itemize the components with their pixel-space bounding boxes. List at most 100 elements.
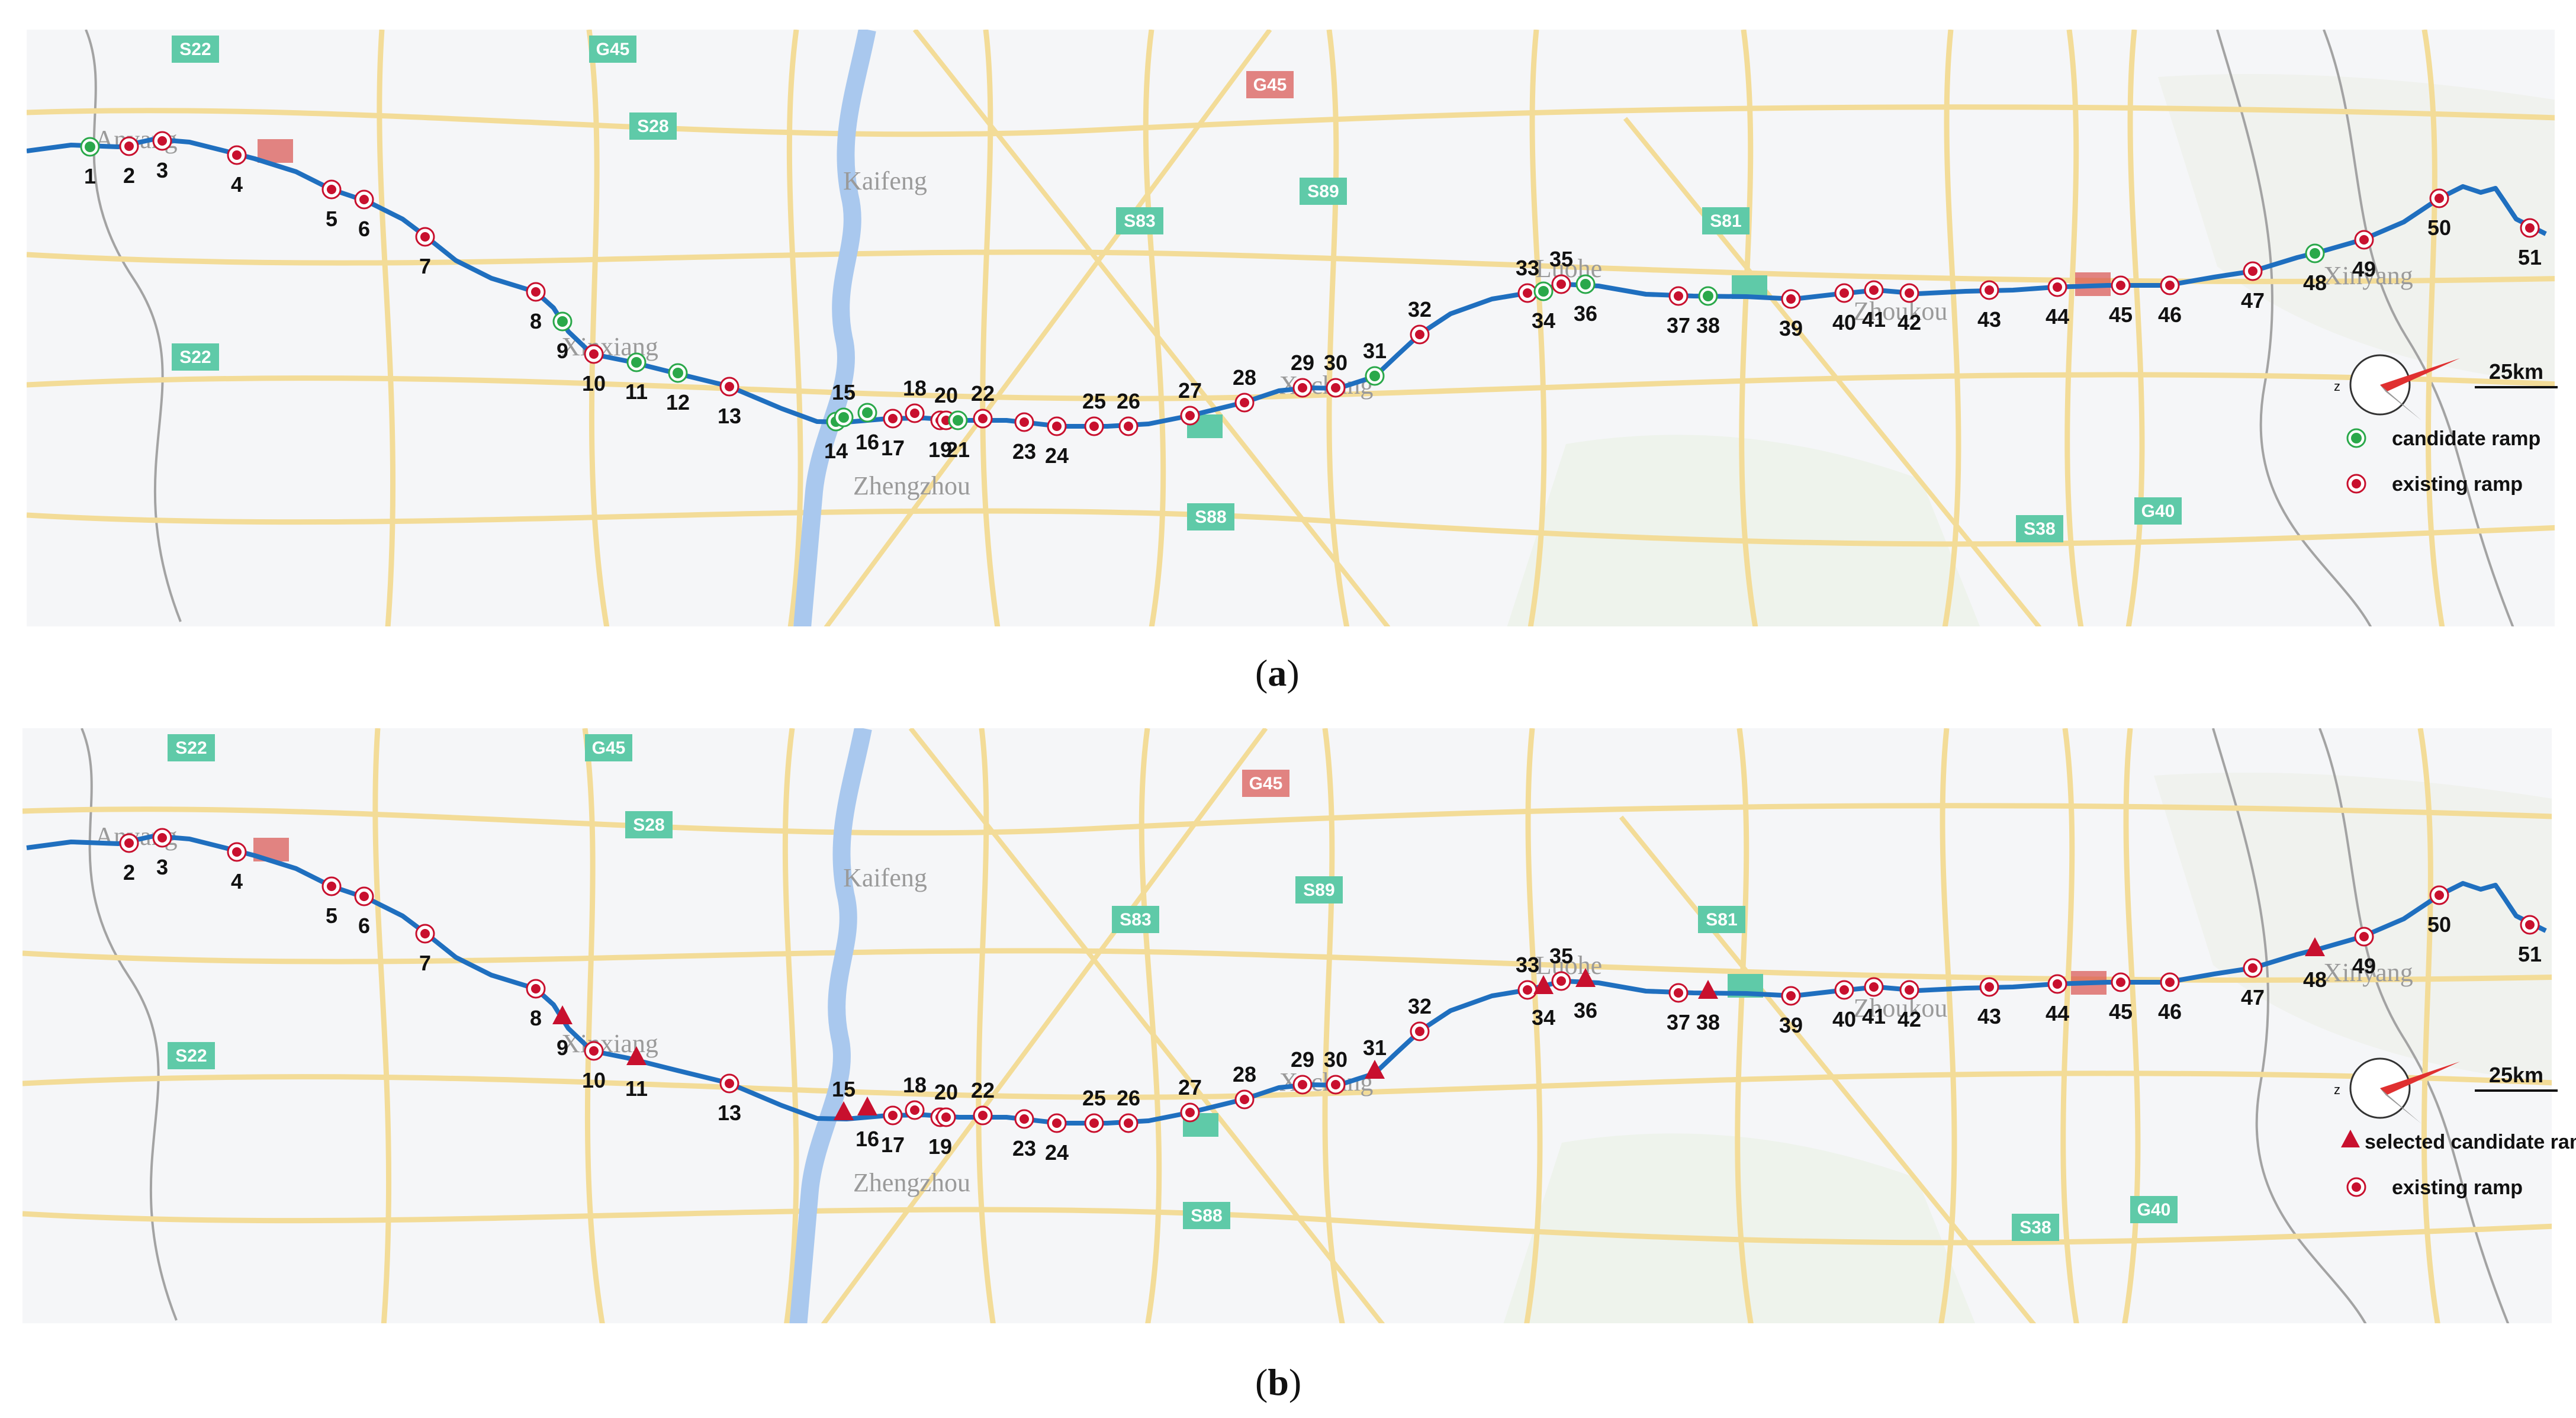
ramp-number-label: 47 bbox=[2241, 288, 2265, 313]
existing-ramp-dot bbox=[2116, 978, 2125, 987]
existing-ramp-dot bbox=[1985, 982, 1994, 992]
ramp-number-label: 3 bbox=[156, 855, 168, 879]
ramp-existing-37: 37 bbox=[1667, 286, 1690, 337]
ramp-existing-28: 28 bbox=[1233, 365, 1256, 413]
city-label: Zhengzhou bbox=[853, 471, 970, 500]
ramp-number-label: 46 bbox=[2158, 303, 2182, 327]
candidate-ramp-dot bbox=[631, 357, 642, 368]
ramp-existing-30: 30 bbox=[1324, 1047, 1348, 1095]
candidate-ramp-dot bbox=[953, 415, 963, 426]
existing-ramp-dot bbox=[2165, 978, 2175, 987]
panel-a-caption-letter: a bbox=[1268, 652, 1287, 694]
existing-ramp-dot bbox=[941, 1112, 951, 1122]
ramp-number-label: 5 bbox=[326, 207, 337, 231]
existing-ramp-dot bbox=[910, 1105, 919, 1115]
ramp-existing-42: 42 bbox=[1898, 283, 1921, 335]
ramp-number-label: 35 bbox=[1549, 944, 1573, 968]
ramp-existing-26: 26 bbox=[1117, 1086, 1140, 1133]
existing-ramp-dot bbox=[1523, 288, 1532, 298]
ramp-existing-32: 32 bbox=[1408, 994, 1432, 1041]
ramp-number-label: 4 bbox=[231, 172, 243, 197]
ramp-existing-49: 49 bbox=[2352, 927, 2376, 978]
ramp-number-label: 11 bbox=[625, 1076, 648, 1101]
selected-ramp-triangle bbox=[1365, 1060, 1385, 1079]
ramp-number-label: 16 bbox=[856, 430, 879, 454]
existing-ramp-dot bbox=[1331, 1080, 1340, 1089]
existing-ramp-dot bbox=[1185, 411, 1195, 420]
ramp-existing-45: 45 bbox=[2109, 972, 2133, 1024]
ramp-number-label: 1 bbox=[84, 164, 96, 188]
ramp-number-label: 48 bbox=[2303, 967, 2327, 992]
existing-ramp-dot bbox=[2053, 979, 2062, 989]
ramp-existing-22: 22 bbox=[971, 381, 995, 429]
ramp-number-label: 22 bbox=[971, 381, 995, 406]
ramp-number-label: 41 bbox=[1862, 1004, 1886, 1028]
ramp-number-label: 42 bbox=[1898, 1007, 1921, 1031]
existing-ramp-dot bbox=[1869, 982, 1879, 992]
existing-ramp-dot bbox=[1905, 288, 1914, 298]
compass-needle-icon bbox=[2380, 1062, 2460, 1095]
ramp-existing-4: 4 bbox=[227, 145, 247, 197]
ramp-number-label: 26 bbox=[1117, 389, 1140, 413]
ramp-candidate-12: 12 bbox=[666, 363, 690, 414]
ramp-existing-29: 29 bbox=[1291, 351, 1314, 398]
ramp-number-label: 32 bbox=[1408, 994, 1432, 1018]
ramp-existing-46: 46 bbox=[2158, 972, 2182, 1024]
ramp-number-label: 49 bbox=[2352, 954, 2376, 978]
ramp-candidate-1: 1 bbox=[80, 137, 100, 188]
ramp-number-label: 2 bbox=[123, 860, 135, 885]
existing-ramp-dot bbox=[1020, 417, 1029, 427]
ramp-number-label: 36 bbox=[1574, 998, 1597, 1022]
panel-b-caption-letter: b bbox=[1268, 1361, 1289, 1403]
ramp-candidate-16: 16 bbox=[856, 403, 879, 454]
ramp-existing-10: 10 bbox=[582, 1041, 606, 1092]
ramp-number-label: 13 bbox=[718, 404, 741, 428]
ramp-number-label: 7 bbox=[419, 951, 431, 975]
ramp-candidate-11: 11 bbox=[625, 352, 648, 404]
ramp-existing-41: 41 bbox=[1862, 280, 1886, 332]
ramp-selected-36: 36 bbox=[1574, 968, 1597, 1022]
legend-existing-dot bbox=[2352, 1182, 2361, 1192]
candidate-ramp-dot bbox=[838, 412, 849, 423]
ramp-existing-17: 17 bbox=[881, 1105, 905, 1157]
ramp-number-label: 50 bbox=[2427, 912, 2451, 937]
ramp-existing-29: 29 bbox=[1291, 1047, 1314, 1095]
existing-ramp-dot bbox=[2435, 194, 2444, 203]
city-label: Kaifeng bbox=[843, 166, 927, 195]
existing-ramp-dot bbox=[2116, 281, 2125, 290]
existing-ramp-dot bbox=[589, 349, 599, 359]
ramp-existing-5: 5 bbox=[321, 179, 342, 231]
existing-ramp-dot bbox=[157, 136, 167, 146]
ramp-number-label: 33 bbox=[1516, 256, 1539, 280]
ramp-number-label: 40 bbox=[1832, 1007, 1856, 1031]
ramp-number-label: 7 bbox=[419, 254, 431, 278]
ramp-selected-34: 34 bbox=[1532, 975, 1555, 1030]
ramp-existing-13: 13 bbox=[718, 1073, 741, 1125]
ramp-existing-4: 4 bbox=[227, 842, 247, 893]
ramp-number-label: 6 bbox=[358, 217, 370, 241]
ramp-number-label: 44 bbox=[2046, 1001, 2069, 1025]
ramp-existing-5: 5 bbox=[321, 876, 342, 928]
ramp-existing-2: 2 bbox=[119, 136, 139, 188]
existing-ramp-dot bbox=[359, 892, 369, 901]
ramp-number-label: 46 bbox=[2158, 999, 2182, 1024]
candidate-ramp-dot bbox=[1580, 279, 1591, 290]
existing-ramp-dot bbox=[1985, 285, 1994, 295]
ramp-number-label: 44 bbox=[2046, 304, 2069, 329]
ramp-number-label: 43 bbox=[1977, 307, 2001, 332]
compass-tail-icon bbox=[2380, 385, 2421, 420]
existing-ramp-dot bbox=[1124, 422, 1133, 431]
ramp-existing-2: 2 bbox=[119, 833, 139, 885]
ramp-existing-27: 27 bbox=[1178, 378, 1202, 426]
selected-ramp-triangle bbox=[1533, 975, 1554, 994]
panel-b-caption: (b) bbox=[1255, 1361, 1302, 1403]
ramp-number-label: 26 bbox=[1117, 1086, 1140, 1110]
ramp-existing-6: 6 bbox=[354, 189, 374, 241]
ramp-number-label: 13 bbox=[718, 1101, 741, 1125]
ramp-existing-51: 51 bbox=[2518, 218, 2542, 269]
ramp-number-label: 8 bbox=[530, 1006, 542, 1030]
ramp-existing-43: 43 bbox=[1977, 977, 2001, 1028]
ramp-number-label: 17 bbox=[881, 436, 905, 460]
compass-label: z bbox=[2334, 379, 2340, 394]
